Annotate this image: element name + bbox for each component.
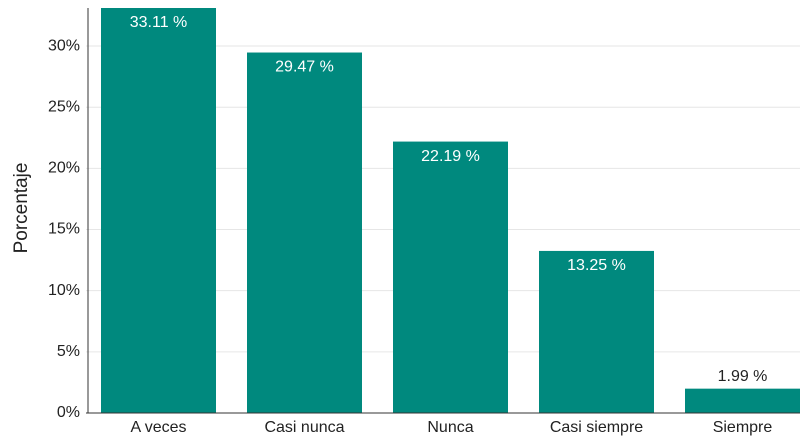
y-tick-label: 5%: [57, 343, 80, 360]
value-label: 13.25 %: [567, 257, 626, 274]
y-tick-label: 10%: [48, 282, 80, 299]
bar: [539, 250, 654, 413]
y-tick-label: 15%: [48, 221, 80, 238]
bar: [685, 388, 800, 413]
value-label: 22.19 %: [421, 148, 480, 165]
value-label: 33.11 %: [130, 14, 188, 31]
x-tick-label: Nunca: [427, 419, 473, 436]
bar: [393, 141, 508, 413]
x-tick-label: Casi nunca: [264, 419, 344, 436]
bar: [247, 52, 362, 413]
y-tick-label: 30%: [48, 37, 80, 54]
bar: [101, 8, 216, 413]
x-tick-label: Siempre: [713, 419, 773, 436]
x-tick-label: Casi siempre: [550, 419, 643, 436]
y-axis-title: Porcentaje: [11, 163, 32, 254]
value-label: 1.99 %: [718, 368, 768, 385]
y-tick-label: 20%: [48, 160, 80, 177]
x-tick-label: A veces: [130, 419, 186, 436]
y-tick-label: 0%: [57, 404, 80, 421]
y-tick-label: 25%: [48, 98, 80, 115]
value-label: 29.47 %: [275, 59, 334, 76]
